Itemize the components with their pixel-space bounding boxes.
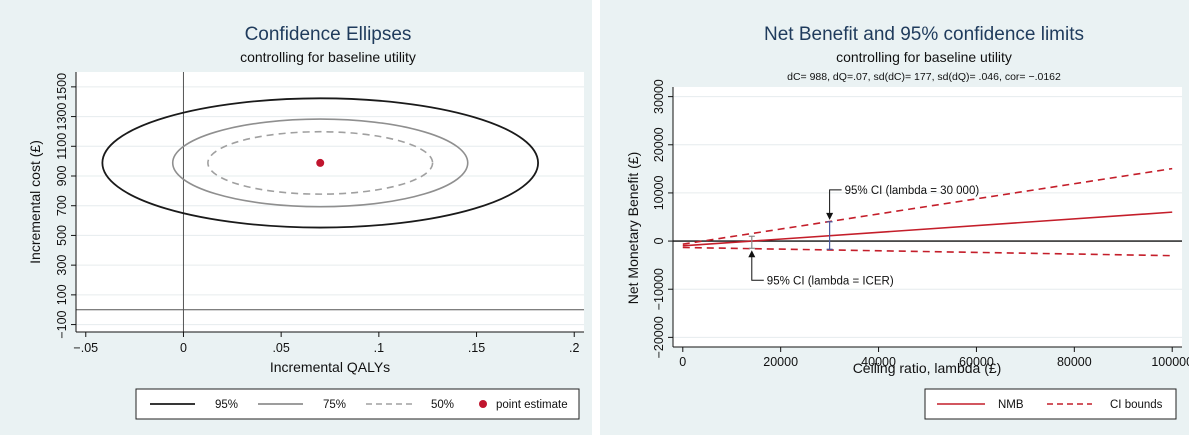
ci-markers: 95% CI (lambda = 30 000) 95% CI (lambda =… <box>748 185 979 287</box>
y-axis-label: Incremental cost (£) <box>27 140 43 264</box>
ellipse-95 <box>101 97 539 229</box>
y-tick-label: 30000 <box>652 79 666 114</box>
legend-label-ci: CI bounds <box>1110 399 1163 411</box>
y-ticks: −100 100 300 500 700 900 1100 1300 1500 <box>55 73 76 339</box>
ellipse-50 <box>207 130 434 195</box>
x-ticks: 0 20000 40000 60000 80000 100000 <box>679 347 1189 369</box>
y-tick-label: 10000 <box>652 176 666 211</box>
x-tick-label: 60000 <box>959 355 994 369</box>
ci-annotation-label: 95% CI (lambda = 30 000) <box>845 185 980 197</box>
x-tick-label: 40000 <box>861 355 896 369</box>
legend-box <box>135 388 580 420</box>
ci-annotation-label: 95% CI (lambda = ICER) <box>767 275 894 287</box>
legend: 95% 75% 50% point estimate <box>135 388 580 420</box>
x-tick-label: 0 <box>180 341 187 355</box>
y-tick-label: −100 <box>55 310 69 338</box>
chart-subtitle: controlling for baseline utility <box>836 49 1012 65</box>
ellipse-75 <box>171 118 469 208</box>
x-tick-label: .1 <box>374 341 384 355</box>
x-tick-label: −.05 <box>73 341 98 355</box>
chart-note: dC= 988, dQ=.07, sd(dC)= 177, sd(dQ)= .0… <box>787 71 1061 83</box>
gridlines <box>76 86 584 326</box>
x-axis-label: Incremental QALYs <box>270 359 390 375</box>
y-tick-label: 1500 <box>55 73 69 101</box>
y-tick-label: 1100 <box>55 133 69 160</box>
y-tick-label: 100 <box>55 284 69 305</box>
y-tick-label: 20000 <box>652 127 666 162</box>
ci-callout-arrow <box>751 252 764 281</box>
confidence-ellipses-panel: Confidence Ellipses controlling for base… <box>0 0 592 435</box>
chart-subtitle: controlling for baseline utility <box>240 49 416 65</box>
ci-callout-arrowhead <box>826 212 834 220</box>
ci-callout-arrowhead <box>748 250 756 258</box>
net-benefit-panel: Net Benefit and 95% confidence limits co… <box>600 0 1189 435</box>
x-axis-label: Ceiling ratio, lambda (£) <box>853 360 1002 376</box>
y-axis-label: Net Monetary Benefit (£) <box>625 152 641 305</box>
x-ticks: −.05 0 .05 .1 .15 .2 <box>73 332 579 355</box>
nmb-line <box>682 211 1173 247</box>
x-tick-label: 80000 <box>1057 355 1092 369</box>
legend-swatch-point <box>479 400 487 408</box>
y-tick-label: 0 <box>652 238 666 245</box>
legend-label-nmb: NMB <box>998 399 1024 411</box>
ci-upper-line <box>682 167 1173 245</box>
chart-title: Net Benefit and 95% confidence limits <box>764 24 1084 45</box>
plot-area <box>76 72 584 332</box>
y-tick-label: 1300 <box>55 103 69 131</box>
y-tick-label: 900 <box>55 166 69 187</box>
legend-label-95: 95% <box>215 399 238 411</box>
y-tick-label: 300 <box>55 255 69 276</box>
x-tick-label: .05 <box>272 341 289 355</box>
x-tick-label: .15 <box>468 341 485 355</box>
reference-lines <box>76 72 584 332</box>
confidence-ellipses-chart: Confidence Ellipses controlling for base… <box>27 24 584 420</box>
x-tick-label: 100000 <box>1151 355 1189 369</box>
chart-title: Confidence Ellipses <box>245 24 412 45</box>
point-estimate <box>316 158 325 167</box>
y-tick-label: −10000 <box>652 268 666 310</box>
x-tick-label: .2 <box>569 341 579 355</box>
y-tick-label: −20000 <box>652 316 666 358</box>
y-tick-label: 700 <box>55 195 69 216</box>
legend-label-50: 50% <box>431 399 454 411</box>
x-tick-label: 20000 <box>763 355 798 369</box>
legend-label-point: point estimate <box>496 399 568 411</box>
x-tick-label: 0 <box>679 355 686 369</box>
y-ticks: −20000 −10000 0 10000 20000 30000 <box>652 79 673 358</box>
y-tick-label: 500 <box>55 225 69 246</box>
legend-label-75: 75% <box>323 399 346 411</box>
series-lines <box>682 167 1173 257</box>
ellipses <box>101 97 539 229</box>
net-benefit-chart: Net Benefit and 95% confidence limits co… <box>625 24 1189 420</box>
legend: NMB CI bounds <box>924 388 1177 420</box>
ci-lower-line <box>682 246 1173 257</box>
point-estimate-marker <box>316 158 325 167</box>
ci-callout-arrow <box>829 189 842 218</box>
